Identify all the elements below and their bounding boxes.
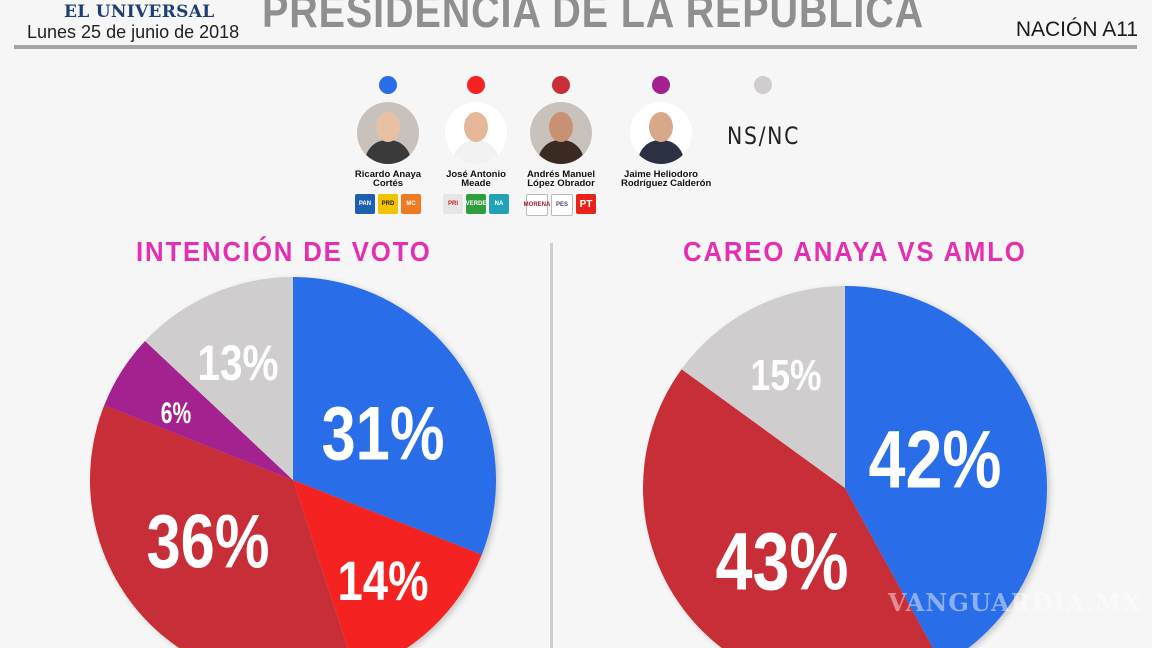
chart-title-careo: CAREO ANAYA VS AMLO: [683, 236, 1027, 267]
page-headline: PRESIDENCIA DE LA REPÚBLICA: [262, 0, 925, 37]
candidate-name-line1: Ricardo Anaya: [354, 169, 422, 180]
candidate-name-line1: Andrés Manuel: [526, 169, 596, 180]
candidate-photo: [357, 102, 419, 164]
candidate-name: Ricardo Anaya Cortés: [348, 169, 428, 189]
legend-item-candidate: José Antonio Meade PRI VERDE NA: [436, 76, 516, 214]
candidate-photo: [630, 102, 692, 164]
pie-slice-label: 42%: [869, 415, 1002, 506]
chart-title-intencion: INTENCIÓN DE VOTO: [136, 236, 432, 267]
pie-slice: [293, 277, 496, 555]
legend-item-candidate: Andrés Manuel López Obrador MORENA PES PT: [521, 76, 601, 216]
party-logo-prd-icon: PRD: [378, 194, 398, 214]
candidate-name: Andrés Manuel López Obrador: [521, 169, 601, 189]
pie-slice: [104, 341, 293, 480]
pie-slice: [643, 369, 933, 648]
legend-item-nsnc: [754, 76, 772, 94]
party-logos: PAN PRD MC: [348, 194, 428, 214]
candidate-name-line2: Rodríguez Calderón: [621, 178, 712, 189]
publication-date: Lunes 25 de junio de 2018: [27, 22, 240, 42]
candidate-name-line1: Jaime Heliodoro: [624, 169, 698, 180]
legend-color-dot: [467, 76, 485, 94]
watermark: VANGUARDIA.MX: [888, 588, 1142, 617]
pie-slice-label: 14%: [338, 549, 429, 612]
pie-slice: [293, 480, 482, 648]
pie-intencion-de-voto: [90, 277, 496, 648]
header-divider: [14, 45, 1137, 49]
publication-logo: EL UNIVERSAL: [64, 2, 215, 22]
pie-slice-label: 36%: [147, 499, 270, 584]
party-logo-pes-icon: PES: [551, 194, 573, 216]
party-logo-pan-icon: PAN: [355, 194, 375, 214]
party-logos: PRI VERDE NA: [436, 194, 516, 214]
candidate-name-line2: Meade: [461, 178, 491, 189]
pie-slice: [90, 405, 348, 648]
pie-slice-label: 43%: [716, 517, 849, 608]
pie-slice: [845, 286, 1047, 648]
legend-item-candidate: Ricardo Anaya Cortés PAN PRD MC: [348, 76, 428, 214]
candidate-name-line1: José Antonio: [446, 169, 506, 180]
party-logo-na-icon: NA: [489, 194, 509, 214]
candidate-photo: [530, 102, 592, 164]
candidate-name-line2: Cortés: [372, 178, 404, 189]
pie-slice-label: 13%: [198, 335, 279, 391]
legend-color-dot: [652, 76, 670, 94]
candidate-name-line2: López Obrador: [527, 178, 595, 189]
candidate-name: José Antonio Meade: [436, 169, 516, 189]
party-logo-pt-icon: PT: [576, 194, 596, 214]
section-tag: NACIÓN A11: [1015, 18, 1138, 41]
party-logo-morena-icon: MORENA: [524, 194, 550, 216]
pie-slice: [681, 286, 845, 488]
legend-item-candidate: Jaime Heliodoro Rodríguez Calderón: [621, 76, 712, 189]
candidate-name: Jaime Heliodoro Rodríguez Calderón: [621, 169, 712, 189]
party-logo-verde-icon: VERDE: [466, 194, 486, 214]
pie-careo-anaya-vs-amlo: [643, 286, 1047, 648]
section-divider: [550, 243, 553, 648]
candidate-photo: [445, 102, 507, 164]
pie-slice-label: 31%: [322, 391, 445, 476]
pie-slice: [145, 277, 293, 480]
pie-slice-label: 6%: [161, 397, 191, 430]
party-logo-pri-icon: PRI: [443, 194, 463, 214]
legend-color-dot: [379, 76, 397, 94]
legend-dot-nsnc: [754, 76, 772, 94]
pie-slice-label: 15%: [751, 351, 822, 400]
party-logo-mc-icon: MC: [401, 194, 421, 214]
legend-color-dot: [552, 76, 570, 94]
legend-label-nsnc: NS/NC: [727, 122, 801, 150]
party-logos: MORENA PES PT: [521, 194, 601, 216]
